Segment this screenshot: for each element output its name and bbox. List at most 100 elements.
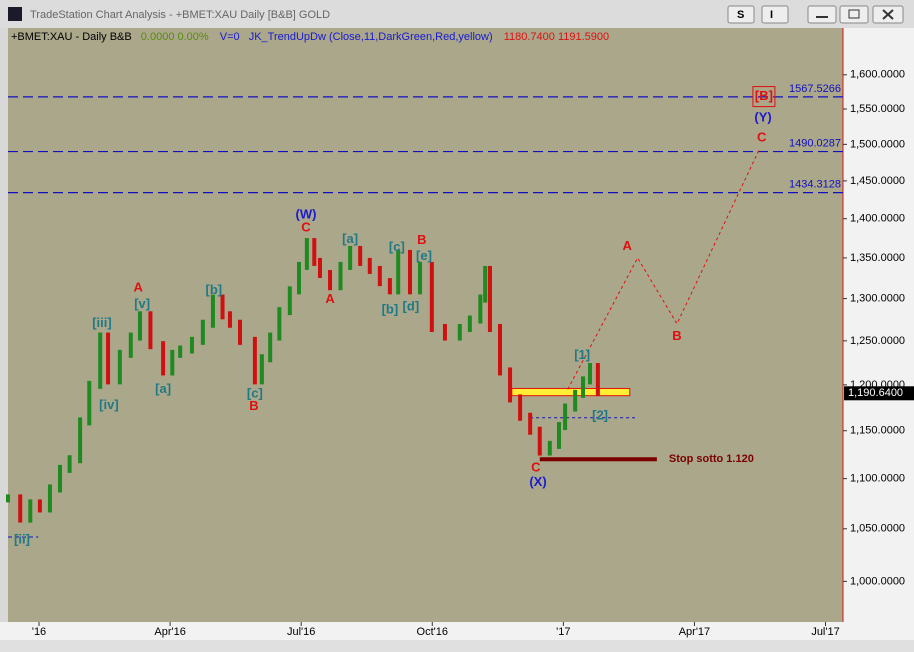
price-bar bbox=[128, 332, 133, 358]
y-tick-label: 1,100.0000 bbox=[850, 473, 905, 485]
price-bar bbox=[387, 278, 392, 295]
x-tick-label: Apr'17 bbox=[679, 626, 710, 638]
y-tick-label: 1,500.0000 bbox=[850, 138, 905, 150]
price-bar bbox=[238, 319, 243, 345]
wave-label: [v] bbox=[134, 296, 150, 311]
price-bar bbox=[312, 238, 317, 266]
info-change: 0.0000 0.00% bbox=[141, 31, 209, 43]
x-tick-label: '16 bbox=[32, 626, 46, 638]
app-icon bbox=[8, 7, 22, 21]
wave-label: (Y) bbox=[754, 110, 771, 125]
wave-label: [iv] bbox=[99, 397, 119, 412]
wave-label: B bbox=[672, 328, 681, 343]
price-bar bbox=[117, 349, 122, 385]
price-bar bbox=[148, 311, 153, 350]
wave-label: (W) bbox=[296, 206, 317, 221]
i-button-label[interactable]: I bbox=[770, 9, 773, 21]
y-tick-label: 1,300.0000 bbox=[850, 292, 905, 304]
price-bar bbox=[259, 354, 264, 385]
price-bar bbox=[220, 294, 225, 320]
price-bar bbox=[6, 494, 10, 503]
wave-label: [B] bbox=[755, 88, 773, 103]
price-bar bbox=[317, 257, 322, 278]
wave-label: [ii] bbox=[14, 532, 30, 547]
plot-area bbox=[8, 28, 843, 622]
x-tick-label: Jul'17 bbox=[811, 626, 839, 638]
price-bar bbox=[367, 257, 372, 274]
price-bar bbox=[210, 294, 215, 328]
maximize-button[interactable] bbox=[839, 5, 869, 24]
wave-label: [a] bbox=[155, 381, 171, 396]
s-button[interactable] bbox=[727, 5, 755, 24]
y-tick-label: 1,600.0000 bbox=[850, 69, 905, 81]
price-bar bbox=[556, 422, 561, 449]
wave-label-box bbox=[752, 86, 776, 108]
y-tick-label: 1,550.0000 bbox=[850, 103, 905, 115]
price-bar bbox=[87, 380, 92, 426]
y-tick-label: 1,000.0000 bbox=[850, 575, 905, 587]
wave-label: [d] bbox=[403, 298, 420, 313]
wave-label: C bbox=[301, 219, 311, 234]
price-bar bbox=[358, 245, 363, 266]
price-bar bbox=[573, 389, 578, 412]
wave-label: [a] bbox=[342, 231, 358, 246]
info-indicator: JK_TrendUpDw (Close,11,DarkGreen,Red,yel… bbox=[249, 31, 493, 43]
scrollbar[interactable] bbox=[0, 640, 914, 652]
level-label: 1490.0287 bbox=[789, 137, 841, 149]
i-button[interactable] bbox=[761, 5, 789, 24]
price-bar bbox=[442, 324, 447, 341]
info-line: +BMET:XAU - Daily B&B 0.0000 0.00% V=0 J… bbox=[11, 31, 609, 43]
wave-label: [b] bbox=[205, 282, 222, 297]
last-price-label: 1,190.6400 bbox=[848, 387, 903, 399]
price-bar bbox=[581, 376, 586, 398]
zone bbox=[511, 387, 631, 397]
wave-label: [1] bbox=[574, 347, 590, 362]
price-bar bbox=[547, 440, 552, 456]
wave-label: B bbox=[417, 232, 426, 247]
price-bar bbox=[57, 464, 62, 493]
level-label: 1434.3128 bbox=[789, 179, 841, 191]
price-bar bbox=[483, 265, 488, 303]
projection bbox=[567, 147, 761, 390]
price-bar bbox=[304, 238, 309, 270]
wave-label: A bbox=[325, 291, 335, 306]
price-bar bbox=[178, 345, 183, 358]
price-bar bbox=[537, 426, 542, 456]
price-bar bbox=[297, 261, 302, 295]
time-axis bbox=[0, 622, 914, 640]
price-bar bbox=[277, 307, 282, 341]
wave-label: (X) bbox=[529, 474, 546, 489]
price-bar bbox=[497, 324, 502, 376]
y-tick-label: 1,450.0000 bbox=[850, 175, 905, 187]
price-bar bbox=[67, 455, 72, 473]
price-bar bbox=[98, 332, 103, 389]
x-tick-label: Oct'16 bbox=[417, 626, 448, 638]
wave-label: A bbox=[134, 279, 144, 294]
minimize-button[interactable] bbox=[807, 5, 837, 24]
wave-label: [2] bbox=[592, 407, 608, 422]
price-bar bbox=[467, 315, 472, 333]
window-title: TradeStation Chart Analysis - +BMET:XAU … bbox=[30, 9, 330, 21]
price-bar bbox=[348, 245, 353, 270]
price-bar bbox=[588, 363, 593, 385]
info-symbol: +BMET:XAU - Daily B&B bbox=[11, 31, 132, 43]
price-bar bbox=[37, 499, 42, 513]
price-bar bbox=[563, 403, 568, 431]
price-bar bbox=[106, 332, 111, 385]
y-tick-label: 1,050.0000 bbox=[850, 523, 905, 535]
s-button-label[interactable]: S bbox=[737, 9, 744, 21]
price-bar bbox=[418, 261, 423, 295]
price-bar bbox=[137, 311, 142, 341]
price-bar bbox=[338, 261, 343, 291]
price-axis bbox=[843, 28, 914, 622]
level-label: 1567.5266 bbox=[789, 83, 841, 95]
close-icon bbox=[882, 9, 894, 20]
price-bar bbox=[227, 311, 232, 328]
price-bar bbox=[407, 249, 412, 295]
wave-label: C bbox=[757, 129, 767, 144]
maximize-icon bbox=[848, 9, 860, 19]
price-bar bbox=[161, 341, 166, 376]
price-bar bbox=[170, 349, 175, 376]
